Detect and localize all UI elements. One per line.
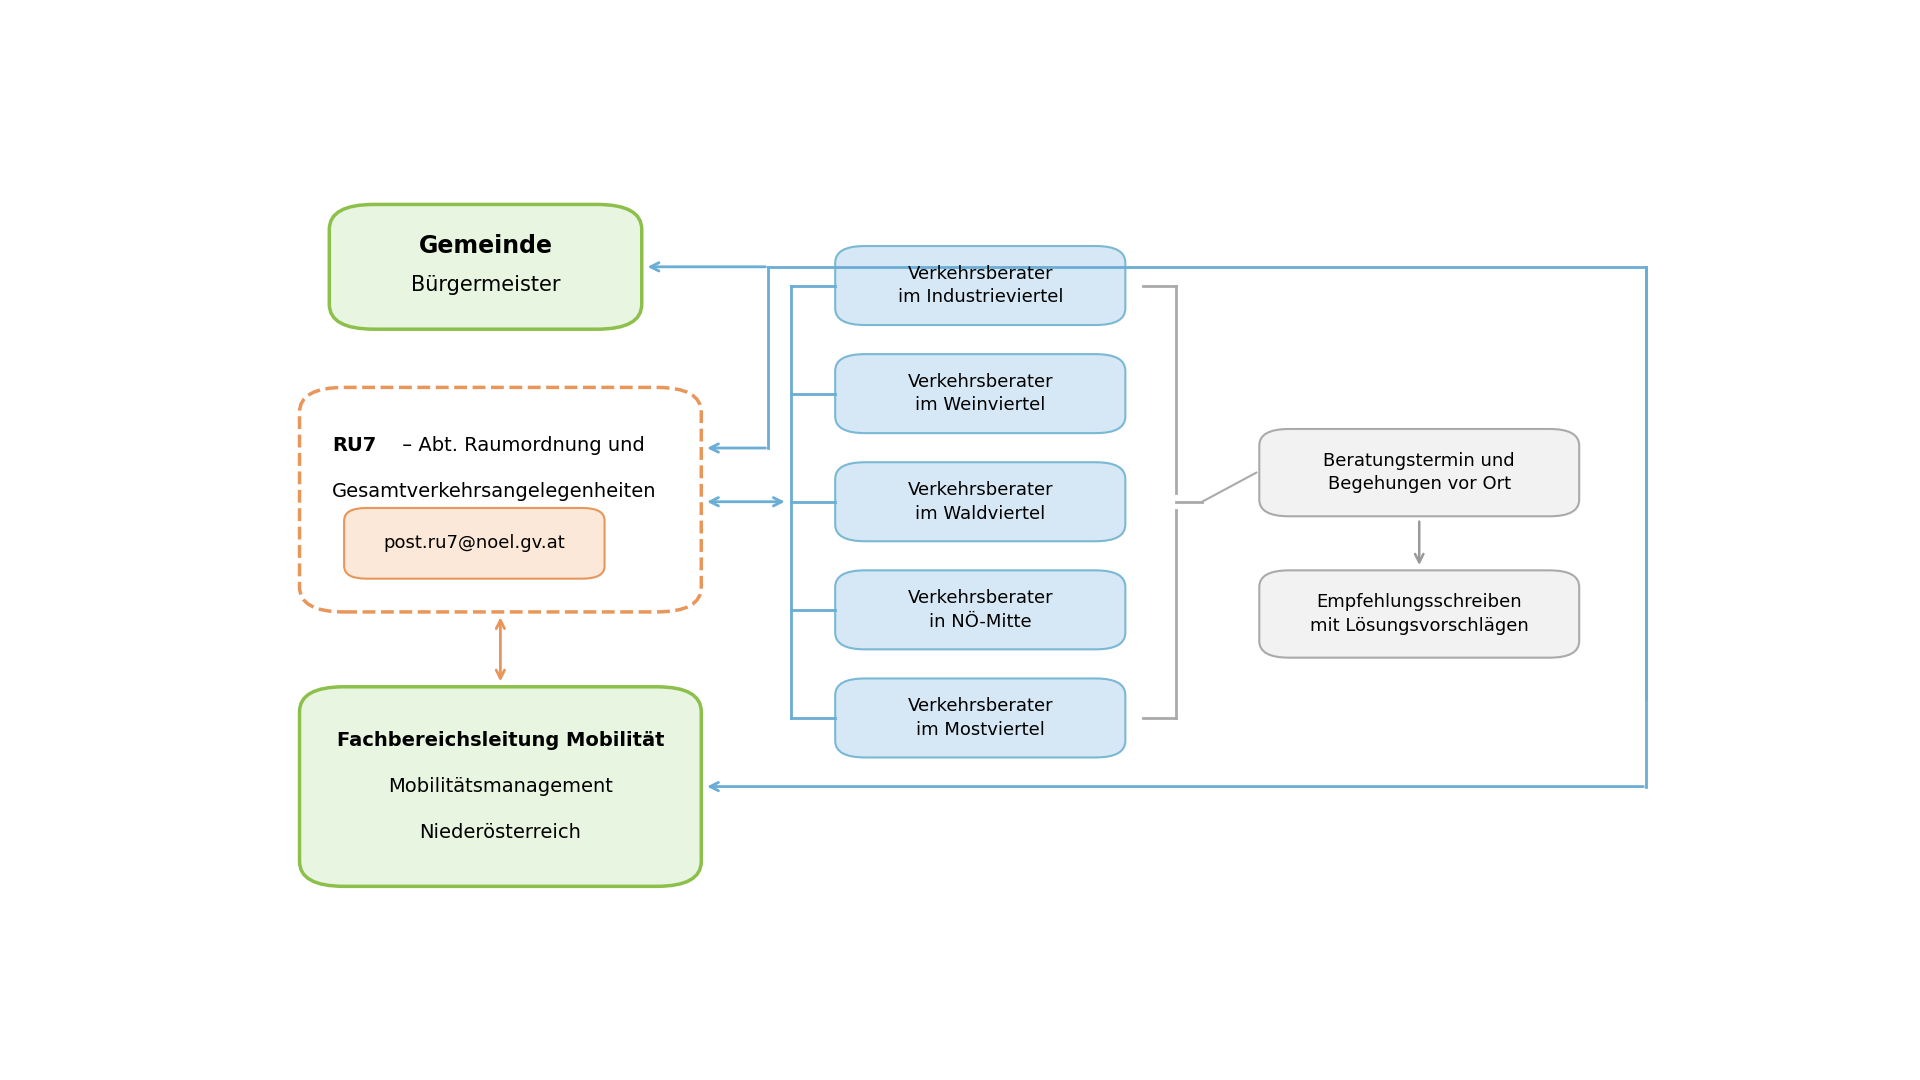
- Text: – Abt. Raumordnung und: – Abt. Raumordnung und: [396, 436, 645, 455]
- Text: Verkehrsberater
im Weinviertel: Verkehrsberater im Weinviertel: [908, 373, 1052, 415]
- Text: Gesamtverkehrsangelegenheiten: Gesamtverkehrsangelegenheiten: [332, 482, 657, 501]
- Text: Verkehrsberater
im Waldviertel: Verkehrsberater im Waldviertel: [908, 481, 1052, 523]
- Text: post.ru7@noel.gv.at: post.ru7@noel.gv.at: [384, 535, 564, 552]
- FancyBboxPatch shape: [300, 687, 701, 887]
- Text: Fachbereichsleitung Mobilität: Fachbereichsleitung Mobilität: [336, 731, 664, 751]
- FancyBboxPatch shape: [1260, 429, 1578, 516]
- FancyBboxPatch shape: [835, 246, 1125, 325]
- FancyBboxPatch shape: [835, 678, 1125, 757]
- Text: Gemeinde: Gemeinde: [419, 234, 553, 258]
- FancyBboxPatch shape: [835, 354, 1125, 433]
- FancyBboxPatch shape: [300, 388, 701, 612]
- Text: RU7: RU7: [332, 436, 376, 455]
- Text: Beratungstermin und
Begehungen vor Ort: Beratungstermin und Begehungen vor Ort: [1323, 451, 1515, 494]
- Text: Mobilitätsmanagement: Mobilitätsmanagement: [388, 778, 612, 796]
- FancyBboxPatch shape: [835, 462, 1125, 541]
- Text: Empfehlungsschreiben
mit Lösungsvorschlägen: Empfehlungsschreiben mit Lösungsvorschlä…: [1309, 593, 1528, 635]
- Text: Bürgermeister: Bürgermeister: [411, 275, 561, 295]
- FancyBboxPatch shape: [835, 570, 1125, 649]
- Text: Verkehrsberater
in NÖ-Mitte: Verkehrsberater in NÖ-Mitte: [908, 589, 1052, 631]
- FancyBboxPatch shape: [330, 204, 641, 329]
- FancyBboxPatch shape: [1260, 570, 1578, 658]
- Text: Verkehrsberater
im Industrieviertel: Verkehrsberater im Industrieviertel: [897, 265, 1064, 307]
- Text: Verkehrsberater
im Mostviertel: Verkehrsberater im Mostviertel: [908, 698, 1052, 739]
- FancyBboxPatch shape: [344, 508, 605, 579]
- Text: Niederösterreich: Niederösterreich: [419, 823, 582, 841]
